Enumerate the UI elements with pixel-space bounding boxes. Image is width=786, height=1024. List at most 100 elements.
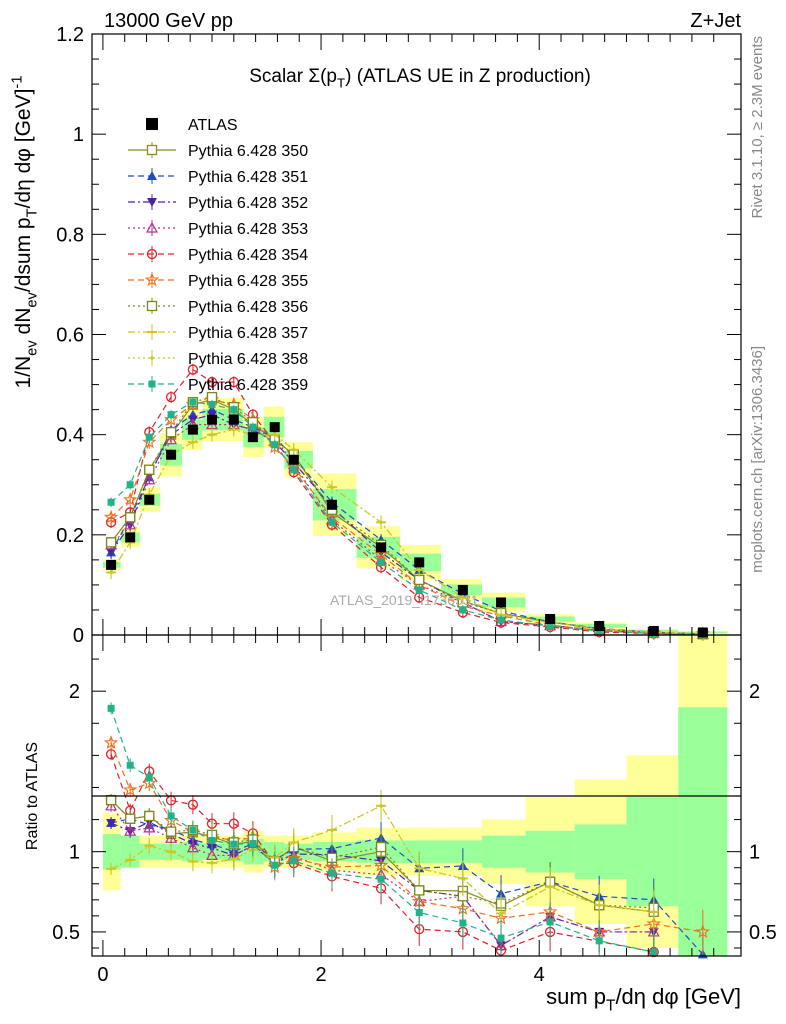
marker-main-pythia-358 <box>330 485 334 490</box>
band-inner-ratio <box>574 824 627 879</box>
marker-main-pythia-355 <box>163 412 179 426</box>
marker-main-pythia-358 <box>210 432 214 437</box>
main-title-text: Scalar Σ(pT​) (ATLAS UE in Z production) <box>249 66 591 91</box>
marker-main-pythia-359 <box>497 616 505 624</box>
marker-main-pythia-359 <box>189 398 197 406</box>
band-inner-ratio <box>481 835 526 868</box>
marker-ratio-pythia-358 <box>499 911 503 916</box>
marker-main-pythia-359 <box>328 518 336 526</box>
marker-ratio-pythia-358 <box>147 843 152 848</box>
atlas-data-point <box>594 620 605 631</box>
marker-main-pythia-356 <box>144 464 155 475</box>
legend-marker-pythia-354 <box>146 248 158 260</box>
band-inner-ratio <box>626 797 679 907</box>
band-inner-ratio <box>400 840 442 863</box>
atlas-data-point <box>206 414 217 425</box>
marker-main-pythia-359 <box>249 423 257 431</box>
marker-main-pythia-353 <box>124 518 137 530</box>
header-right: Z+Jet <box>690 10 741 32</box>
ratio-y-tick-label: 1 <box>69 842 80 864</box>
marker-ratio-pythia-359 <box>208 836 216 844</box>
legend: ATLAS Pythia 6.428 350 Pythia 6.428 351 Pyt… <box>128 117 308 394</box>
series-line-ratio-pythia-359 <box>110 708 654 953</box>
marker-main-pythia-353 <box>143 473 156 485</box>
atlas-data-point <box>457 584 468 595</box>
marker-ratio-pythia-354 <box>187 799 199 810</box>
marker-main-pythia-359 <box>107 498 115 506</box>
series-line-ratio-pythia-356 <box>110 799 654 909</box>
marker-ratio-pythia-353 <box>143 821 156 833</box>
marker-ratio-pythia-359 <box>145 773 153 781</box>
marker-ratio-pythia-358 <box>109 867 113 871</box>
marker-main-pythia-354 <box>187 364 199 375</box>
marker-ratio-pythia-352 <box>106 819 117 829</box>
legend-marker-pythia-355 <box>144 272 160 287</box>
marker-ratio-pythia-358 <box>548 884 552 889</box>
marker-main-pythia-358 <box>109 570 113 575</box>
atlas-data-point <box>648 625 659 636</box>
marker-ratio-pythia-358 <box>231 857 236 861</box>
main-y-tick-label: 1 <box>73 124 84 146</box>
ratio-y-tick-label: 0.5 <box>52 922 80 944</box>
atlas-data-point <box>376 542 387 553</box>
marker-ratio-pythia-359 <box>189 826 197 834</box>
atlas-data <box>106 414 708 638</box>
marker-ratio-pythia-359 <box>595 937 603 945</box>
watermark: ATLAS_2019_I1736531 <box>330 592 479 608</box>
marker-main-pythia-359 <box>167 411 175 419</box>
marker-ratio-pythia-359 <box>107 704 115 712</box>
series-line-ratio-pythia-358 <box>110 805 654 915</box>
legend-label-pythia-353: Pythia 6.428 353 <box>188 221 308 238</box>
atlas-data-point <box>228 414 239 425</box>
legend-marker-pythia-356 <box>146 300 158 312</box>
marker-main-pythia-356 <box>414 574 425 586</box>
marker-main-pythia-356 <box>105 537 117 548</box>
marker-ratio-pythia-359 <box>459 919 467 927</box>
main-y-label: 1/Nev​ dNev​/dsum pT​/dη dφ [GeV]-1​ <box>10 75 41 388</box>
band-inner-ratio <box>102 834 121 870</box>
marker-main-pythia-358 <box>231 427 236 432</box>
atlas-data-point <box>545 613 556 624</box>
legend-marker-pythia-352 <box>147 198 157 207</box>
marker-ratio-pythia-353 <box>165 832 178 843</box>
marker-main-pythia-355 <box>142 434 157 449</box>
x-axis-label: sum pT​/dη dφ [GeV] <box>546 984 741 1015</box>
main-y-tick-label: 0.2 <box>56 525 84 547</box>
marker-ratio-pythia-358 <box>291 840 296 845</box>
main-y-tick-label: 0.4 <box>56 425 84 447</box>
marker-main-pythia-358 <box>191 440 195 444</box>
main-title: Scalar Σ(pT​) (ATLAS UE in Z production) <box>249 66 591 91</box>
main-y-tick-label: 0.8 <box>56 224 84 246</box>
ratio-y-tick-label-right: 1 <box>749 842 760 864</box>
marker-ratio-pythia-355 <box>695 924 710 939</box>
series-ratio <box>103 702 710 959</box>
marker-main-pythia-355 <box>267 439 282 454</box>
marker-ratio-pythia-359 <box>377 875 385 883</box>
legend-marker-pythia-359 <box>148 380 156 388</box>
marker-ratio-pythia-356 <box>375 841 387 853</box>
atlas-data-point <box>106 559 117 570</box>
legend-label-pythia-355: Pythia 6.428 355 <box>188 273 308 290</box>
marker-ratio-pythia-356 <box>125 813 136 824</box>
marker-ratio-pythia-359 <box>249 840 257 848</box>
marker-main-pythia-359 <box>271 441 279 449</box>
marker-ratio-pythia-359 <box>290 857 298 865</box>
marker-ratio-pythia-359 <box>230 840 238 848</box>
main-y-tick-label: 0 <box>73 625 84 647</box>
marker-main-pythia-359 <box>230 406 238 414</box>
ratio-frame <box>91 634 742 957</box>
marker-ratio-pythia-358 <box>210 861 214 865</box>
marker-main-pythia-359 <box>546 622 554 630</box>
marker-ratio-pythia-358 <box>169 849 173 854</box>
marker-ratio-pythia-358 <box>330 828 334 832</box>
marker-ratio-pythia-358 <box>597 903 602 907</box>
marker-main-pythia-354 <box>228 376 239 388</box>
marker-main-pythia-353 <box>165 433 178 445</box>
main-y-tick-label: 1.2 <box>56 24 84 46</box>
marker-ratio-pythia-356 <box>144 810 155 822</box>
tick-labels: 0 0.2 0.4 0.6 0.8 1 1.2 0 2 4 0.5 0.5 1 1 2 2 <box>52 24 777 986</box>
legend-label-pythia-354: Pythia 6.428 354 <box>188 247 308 264</box>
marker-main-pythia-354 <box>206 376 218 388</box>
marker-ratio-pythia-359 <box>167 812 175 820</box>
marker-main-pythia-359 <box>377 558 385 566</box>
